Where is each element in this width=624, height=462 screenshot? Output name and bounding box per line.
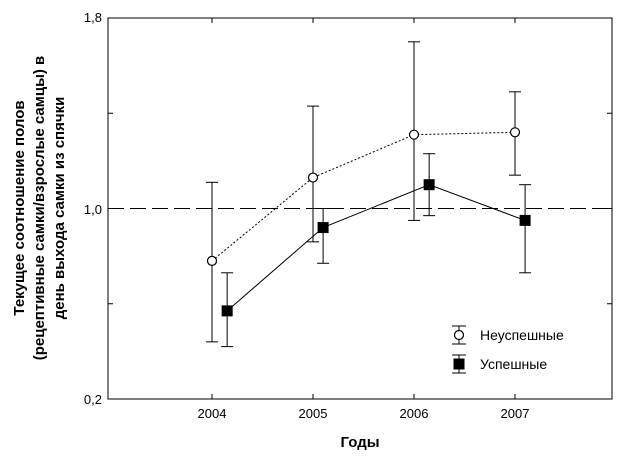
point-unsuccessful-0 [206,255,218,266]
point-unsuccessful-3 [509,127,521,138]
series-line-unsuccessful [211,131,516,262]
x-tick-label-2005: 2005 [299,406,328,421]
legend-label-successful: Успешные [480,356,547,372]
point-successful-3 [519,214,531,226]
legend-symbol-unsuccessful [453,329,465,341]
point-successful-0 [221,305,233,317]
x-axis-title: Годы [340,434,379,451]
point-unsuccessful-2 [408,129,420,140]
y-tick-label-top: 1,8 [84,10,102,25]
y-axis-title-line-3: день выхода самки из спячки [51,97,68,320]
y-tick-label-bottom: 0,2 [84,392,102,407]
point-successful-1 [317,222,329,234]
point-successful-2 [423,179,435,191]
x-tick-label-2006: 2006 [400,406,429,421]
legend: Неуспешные Успешные [452,325,564,374]
x-tick-label-2004: 2004 [198,406,227,421]
ticks [108,17,612,400]
x-tick-label-2007: 2007 [501,406,530,421]
legend-marker-successful [452,354,466,374]
legend-symbol-successful [453,358,465,370]
legend-label-unsuccessful: Неуспешные [480,327,564,343]
y-tick-label-mid: 1,0 [84,202,102,217]
series-layer [206,41,532,348]
y-axis-title-line-2: (рецептивные самки/взрослые самцы) в [31,56,48,361]
series-line-successful [226,184,526,312]
y-axis-title-line-1: Текущее соотношение полов [11,100,28,315]
legend-marker-unsuccessful [452,325,466,345]
point-unsuccessful-1 [307,172,319,183]
y-axis-title: Текущее соотношение полов (рецептивные с… [11,56,68,361]
